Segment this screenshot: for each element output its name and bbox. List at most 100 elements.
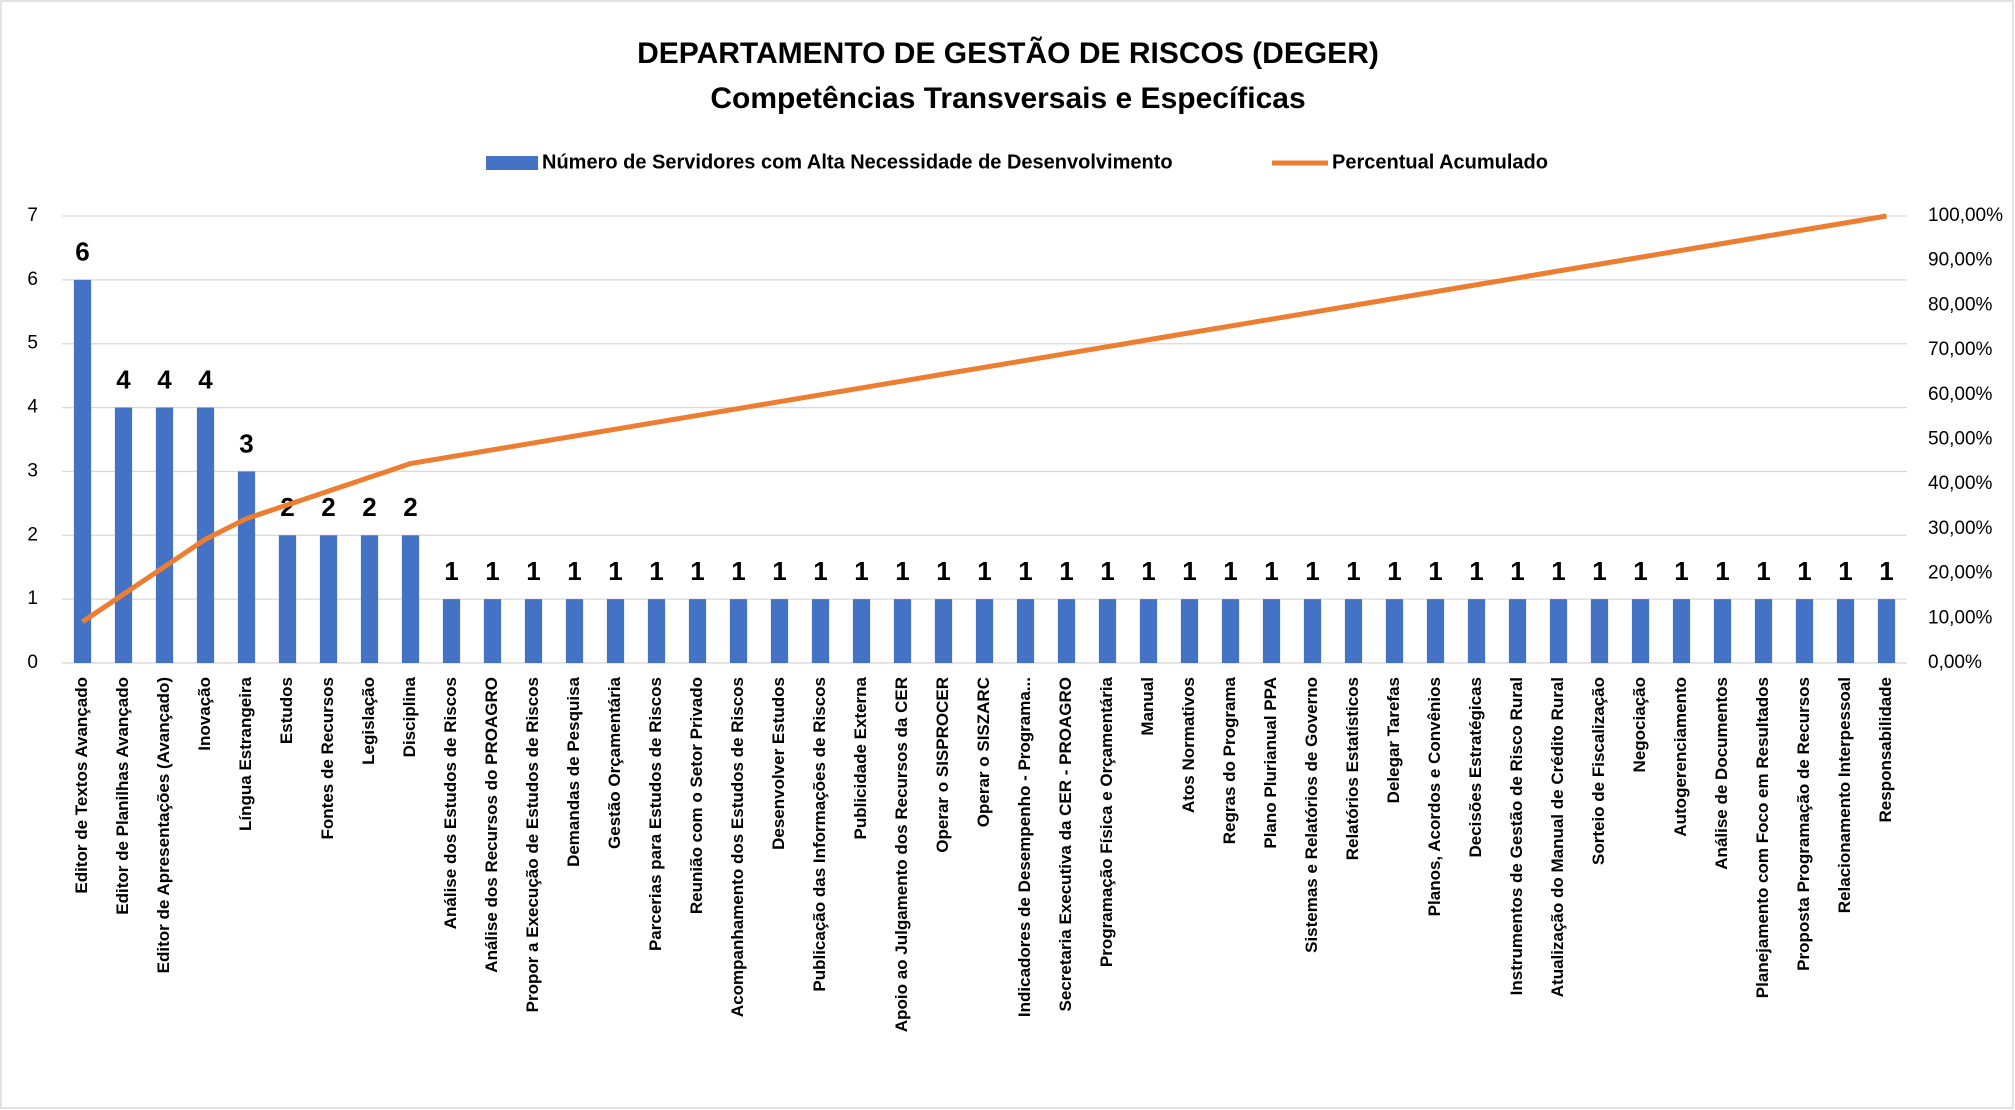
data-label: 1: [526, 556, 540, 586]
x-tick-label: Acompanhamento dos Estudos de Riscos: [728, 677, 747, 1017]
data-label: 3: [239, 428, 253, 458]
data-label: 4: [157, 364, 172, 394]
data-label: 1: [1264, 556, 1278, 586]
bar: [1303, 599, 1322, 663]
x-tick-label: Secretaria Executiva da CER - PROAGRO: [1056, 677, 1075, 1011]
bar: [155, 407, 174, 663]
bar: [196, 407, 215, 663]
x-tick-label: Editor de Planilhas Avançado: [113, 677, 132, 915]
y-tick-label: 2: [27, 524, 38, 545]
x-tick-label: Relatórios Estatísticos: [1343, 677, 1362, 860]
y-tick-label: 3: [27, 460, 38, 481]
data-label: 4: [198, 364, 213, 394]
x-tick-label: Manual: [1138, 677, 1157, 736]
x-tick-label: Autogerenciamento: [1671, 677, 1690, 837]
bar: [1098, 599, 1117, 663]
data-label: 1: [1387, 556, 1401, 586]
data-label: 1: [1551, 556, 1565, 586]
legend-swatch: [486, 156, 538, 170]
x-tick-label: Planos, Acordos e Convênios: [1425, 677, 1444, 916]
y2-tick-label: 70,00%: [1928, 339, 1993, 360]
data-label: 1: [1223, 556, 1237, 586]
x-tick-label: Publicidade Externa: [851, 676, 870, 839]
x-tick-label: Negociação: [1630, 677, 1649, 772]
bar: [114, 407, 133, 663]
data-label: 1: [731, 556, 745, 586]
x-tick-label: Sistemas e Relatórios de Governo: [1302, 677, 1321, 953]
bar: [1180, 599, 1199, 663]
data-label: 1: [485, 556, 499, 586]
bar: [688, 599, 707, 663]
x-tick-label: Atualização do Manual de Crédito Rural: [1548, 677, 1567, 997]
bar: [729, 599, 748, 663]
data-label: 1: [1059, 556, 1073, 586]
data-label: 1: [895, 556, 909, 586]
chart-title: DEPARTAMENTO DE GESTÃO DE RISCOS (DEGER): [637, 36, 1379, 70]
data-label: 1: [1879, 556, 1893, 586]
x-tick-label: Proposta Programação de Recursos: [1794, 677, 1813, 971]
bar: [647, 599, 666, 663]
legend-label: Número de Servidores com Alta Necessidad…: [542, 151, 1173, 173]
data-label: 1: [772, 556, 786, 586]
bar: [1672, 599, 1691, 663]
x-tick-label: Operar o SISPROCER: [933, 677, 952, 853]
data-label: 1: [608, 556, 622, 586]
x-tick-label: Regras do Programa: [1220, 676, 1239, 844]
bar: [1713, 599, 1732, 663]
data-label: 1: [1838, 556, 1852, 586]
data-label: 4: [116, 364, 131, 394]
bar: [524, 599, 543, 663]
x-tick-label: Desenvolver Estudos: [769, 677, 788, 850]
bar: [1508, 599, 1527, 663]
data-label: 1: [567, 556, 581, 586]
x-tick-label: Delegar Tarefas: [1384, 677, 1403, 803]
x-tick-label: Programação Física e Orçamentária: [1097, 676, 1116, 967]
y2-tick-label: 100,00%: [1928, 205, 2003, 226]
bar: [237, 471, 256, 663]
bar: [1754, 599, 1773, 663]
data-label: 1: [1674, 556, 1688, 586]
data-label: 1: [1346, 556, 1360, 586]
x-tick-label: Relacionamento Interpessoal: [1835, 677, 1854, 913]
data-label: 1: [649, 556, 663, 586]
data-label: 1: [813, 556, 827, 586]
chart-subtitle: Competências Transversais e Específicas: [710, 82, 1305, 115]
x-tick-label: Atos Normativos: [1179, 677, 1198, 813]
y-tick-label: 6: [27, 269, 38, 290]
x-tick-label: Disciplina: [400, 676, 419, 757]
data-label: 1: [1469, 556, 1483, 586]
y2-tick-label: 30,00%: [1928, 518, 1993, 539]
line: [81, 213, 1887, 624]
bar: [1016, 599, 1035, 663]
bar: [1057, 599, 1076, 663]
bar: [1631, 599, 1650, 663]
x-tick-label: Análise de Documentos: [1712, 677, 1731, 870]
bar: [73, 279, 92, 663]
bar: [442, 599, 461, 663]
x-tick-label: Sorteio de Fiscalização: [1589, 677, 1608, 865]
bar: [893, 599, 912, 663]
y2-tick-label: 10,00%: [1928, 607, 1993, 628]
data-label: 1: [1018, 556, 1032, 586]
x-tick-label: Gestão Orçamentária: [605, 676, 624, 849]
data-label: 6: [75, 237, 89, 267]
bar: [483, 599, 502, 663]
bar: [1221, 599, 1240, 663]
bar: [1795, 599, 1814, 663]
bar: [1385, 599, 1404, 663]
x-tick-label: Decisões Estratégicas: [1466, 677, 1485, 858]
y2-tick-label: 20,00%: [1928, 563, 1993, 584]
data-label: 1: [1305, 556, 1319, 586]
bar: [1836, 599, 1855, 663]
bar: [278, 535, 297, 663]
data-label: 1: [1100, 556, 1114, 586]
bar: [360, 535, 379, 663]
data-label: 1: [1633, 556, 1647, 586]
y2-tick-label: 80,00%: [1928, 294, 1993, 315]
x-tick-label: Análise dos Recursos do PROAGRO: [482, 677, 501, 973]
x-tick-label: Estudos: [277, 677, 296, 744]
data-label: 1: [1797, 556, 1811, 586]
x-tick-label: Fontes de Recursos: [318, 677, 337, 840]
y2-tick-label: 60,00%: [1928, 384, 1993, 405]
x-tick-label: Indicadores de Desempenho - Programa...: [1015, 677, 1034, 1017]
